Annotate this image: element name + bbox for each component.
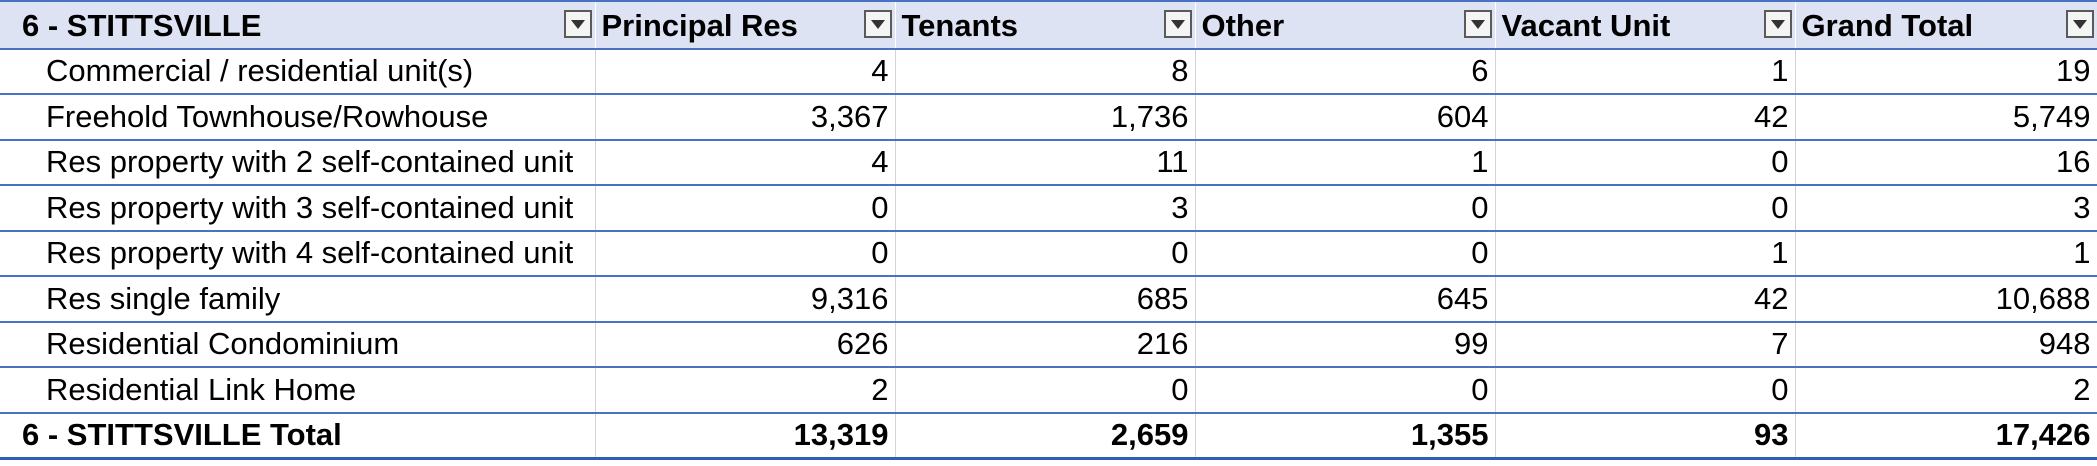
total-value-cell[interactable]: 13,319 xyxy=(595,411,896,460)
grand-total-cell[interactable]: 2 xyxy=(1795,367,2097,414)
grand-total-cell[interactable]: 3 xyxy=(1795,185,2097,232)
filter-dropdown-icon[interactable] xyxy=(563,10,592,38)
header-row: 6 - STITTSVILLE Principal Res Tenants Ot… xyxy=(0,0,2097,50)
value-cell[interactable]: 626 xyxy=(595,321,896,368)
value-cell[interactable]: 216 xyxy=(895,321,1196,368)
column-header-grand-total[interactable]: Grand Total xyxy=(1795,0,2097,50)
column-header-label: Tenants xyxy=(901,8,1019,43)
value-cell[interactable]: 1 xyxy=(1495,48,1796,95)
value-cell[interactable]: 42 xyxy=(1495,94,1796,141)
grand-total-cell[interactable]: 10,688 xyxy=(1795,276,2097,323)
total-value-cell[interactable]: 1,355 xyxy=(1195,411,1496,460)
dropdown-arrow-icon xyxy=(1770,19,1785,29)
value-cell[interactable]: 11 xyxy=(895,139,1196,186)
value-cell[interactable]: 0 xyxy=(1495,185,1796,232)
value-cell[interactable]: 0 xyxy=(595,230,896,277)
dropdown-arrow-icon xyxy=(570,19,585,29)
dropdown-arrow-icon xyxy=(1470,19,1485,29)
value-cell[interactable]: 4 xyxy=(595,139,896,186)
table-row: Res single family 9,316 685 645 42 10,68… xyxy=(0,276,2097,323)
dropdown-arrow-icon xyxy=(2072,19,2087,29)
value-cell[interactable]: 0 xyxy=(895,230,1196,277)
grand-total-cell[interactable]: 16 xyxy=(1795,139,2097,186)
value-cell[interactable]: 0 xyxy=(1195,367,1496,414)
column-header-label: Other xyxy=(1201,8,1285,43)
row-label-cell[interactable]: Res property with 2 self-contained unit xyxy=(0,139,596,186)
value-cell[interactable]: 4 xyxy=(595,48,896,95)
dropdown-arrow-icon xyxy=(870,19,885,29)
value-cell[interactable]: 0 xyxy=(1195,230,1496,277)
column-header-label: Principal Res xyxy=(601,8,798,43)
filter-dropdown-icon[interactable] xyxy=(1463,10,1492,38)
column-header-tenants[interactable]: Tenants xyxy=(895,0,1196,50)
column-header-vacant-unit[interactable]: Vacant Unit xyxy=(1495,0,1796,50)
value-cell[interactable]: 7 xyxy=(1495,321,1796,368)
total-value-cell[interactable]: 93 xyxy=(1495,411,1796,460)
filter-dropdown-icon[interactable] xyxy=(863,10,892,38)
value-cell[interactable]: 3,367 xyxy=(595,94,896,141)
value-cell[interactable]: 99 xyxy=(1195,321,1496,368)
filter-dropdown-icon[interactable] xyxy=(1163,10,1192,38)
column-header-other[interactable]: Other xyxy=(1195,0,1496,50)
value-cell[interactable]: 0 xyxy=(1495,139,1796,186)
row-labels-header[interactable]: 6 - STITTSVILLE xyxy=(0,0,596,50)
value-cell[interactable]: 604 xyxy=(1195,94,1496,141)
value-cell[interactable]: 9,316 xyxy=(595,276,896,323)
grand-total-cell[interactable]: 1 xyxy=(1795,230,2097,277)
table-row: Residential Link Home 2 0 0 0 2 xyxy=(0,367,2097,414)
row-label-cell[interactable]: Residential Condominium xyxy=(0,321,596,368)
column-header-label: Grand Total xyxy=(1801,8,1974,43)
table-row: Res property with 3 self-contained unit … xyxy=(0,185,2097,232)
row-label-cell[interactable]: Res single family xyxy=(0,276,596,323)
row-label-cell[interactable]: Residential Link Home xyxy=(0,367,596,414)
filter-dropdown-icon[interactable] xyxy=(1763,10,1792,38)
table-row: Freehold Townhouse/Rowhouse 3,367 1,736 … xyxy=(0,94,2097,141)
total-value-cell[interactable]: 2,659 xyxy=(895,411,1196,460)
grand-total-value-cell[interactable]: 17,426 xyxy=(1795,411,2097,460)
column-header-label: Vacant Unit xyxy=(1501,8,1671,43)
total-row-label[interactable]: 6 - STITTSVILLE Total xyxy=(0,411,596,460)
dropdown-arrow-icon xyxy=(1170,19,1185,29)
value-cell[interactable]: 0 xyxy=(595,185,896,232)
filter-dropdown-icon[interactable] xyxy=(2065,10,2094,38)
value-cell[interactable]: 2 xyxy=(595,367,896,414)
table-row: Res property with 2 self-contained unit … xyxy=(0,139,2097,186)
value-cell[interactable]: 1 xyxy=(1195,139,1496,186)
table-row: Commercial / residential unit(s) 4 8 6 1… xyxy=(0,48,2097,95)
value-cell[interactable]: 8 xyxy=(895,48,1196,95)
row-labels-header-text: 6 - STITTSVILLE xyxy=(22,8,262,43)
row-label-cell[interactable]: Res property with 3 self-contained unit xyxy=(0,185,596,232)
value-cell[interactable]: 0 xyxy=(1495,367,1796,414)
value-cell[interactable]: 3 xyxy=(895,185,1196,232)
value-cell[interactable]: 0 xyxy=(1195,185,1496,232)
grand-total-cell[interactable]: 19 xyxy=(1795,48,2097,95)
value-cell[interactable]: 6 xyxy=(1195,48,1496,95)
value-cell[interactable]: 1 xyxy=(1495,230,1796,277)
row-label-cell[interactable]: Commercial / residential unit(s) xyxy=(0,48,596,95)
table-row: Res property with 4 self-contained unit … xyxy=(0,230,2097,277)
row-label-cell[interactable]: Freehold Townhouse/Rowhouse xyxy=(0,94,596,141)
value-cell[interactable]: 0 xyxy=(895,367,1196,414)
value-cell[interactable]: 645 xyxy=(1195,276,1496,323)
grand-total-cell[interactable]: 948 xyxy=(1795,321,2097,368)
grand-total-cell[interactable]: 5,749 xyxy=(1795,94,2097,141)
column-header-principal-res[interactable]: Principal Res xyxy=(595,0,896,50)
total-row: 6 - STITTSVILLE Total 13,319 2,659 1,355… xyxy=(0,411,2097,460)
row-label-cell[interactable]: Res property with 4 self-contained unit xyxy=(0,230,596,277)
value-cell[interactable]: 1,736 xyxy=(895,94,1196,141)
value-cell[interactable]: 42 xyxy=(1495,276,1796,323)
table-row: Residential Condominium 626 216 99 7 948 xyxy=(0,321,2097,368)
value-cell[interactable]: 685 xyxy=(895,276,1196,323)
